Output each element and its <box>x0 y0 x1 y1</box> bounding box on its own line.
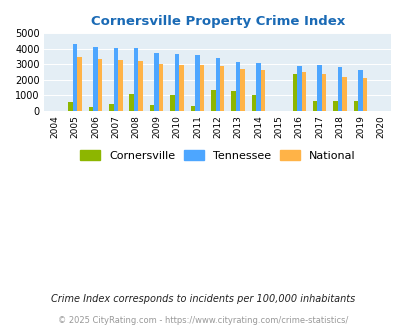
Bar <box>174 54 179 111</box>
Bar <box>231 91 235 111</box>
Bar <box>333 101 337 111</box>
Text: Crime Index corresponds to incidents per 100,000 inhabitants: Crime Index corresponds to incidents per… <box>51 294 354 304</box>
Bar <box>211 90 215 111</box>
Bar <box>154 52 158 111</box>
Bar <box>292 74 296 111</box>
Bar <box>129 94 134 111</box>
Bar <box>357 70 362 111</box>
Bar <box>260 71 264 111</box>
Bar <box>317 65 321 111</box>
Bar <box>215 58 220 111</box>
Bar <box>362 78 366 111</box>
Bar <box>220 66 224 111</box>
Bar <box>321 74 326 111</box>
Bar <box>89 107 93 111</box>
Bar <box>312 101 317 111</box>
Bar <box>72 44 77 111</box>
Bar <box>301 73 305 111</box>
Bar <box>235 61 240 111</box>
Bar <box>68 102 72 111</box>
Bar <box>134 48 138 111</box>
Legend: Cornersville, Tennessee, National: Cornersville, Tennessee, National <box>75 146 359 165</box>
Bar <box>190 106 195 111</box>
Bar <box>337 67 341 111</box>
Bar <box>118 60 122 111</box>
Bar <box>138 61 143 111</box>
Bar <box>296 66 301 111</box>
Bar <box>251 95 256 111</box>
Bar <box>195 55 199 111</box>
Bar <box>109 104 113 111</box>
Bar <box>240 69 244 111</box>
Bar <box>149 105 154 111</box>
Bar <box>179 65 183 111</box>
Bar <box>199 65 204 111</box>
Bar <box>158 63 163 111</box>
Bar <box>170 95 174 111</box>
Title: Cornersville Property Crime Index: Cornersville Property Crime Index <box>90 15 344 28</box>
Bar <box>93 47 98 111</box>
Bar <box>341 77 346 111</box>
Bar <box>113 48 118 111</box>
Text: © 2025 CityRating.com - https://www.cityrating.com/crime-statistics/: © 2025 CityRating.com - https://www.city… <box>58 316 347 325</box>
Bar <box>256 63 260 111</box>
Bar <box>98 59 102 111</box>
Bar <box>77 57 81 111</box>
Bar <box>353 101 357 111</box>
